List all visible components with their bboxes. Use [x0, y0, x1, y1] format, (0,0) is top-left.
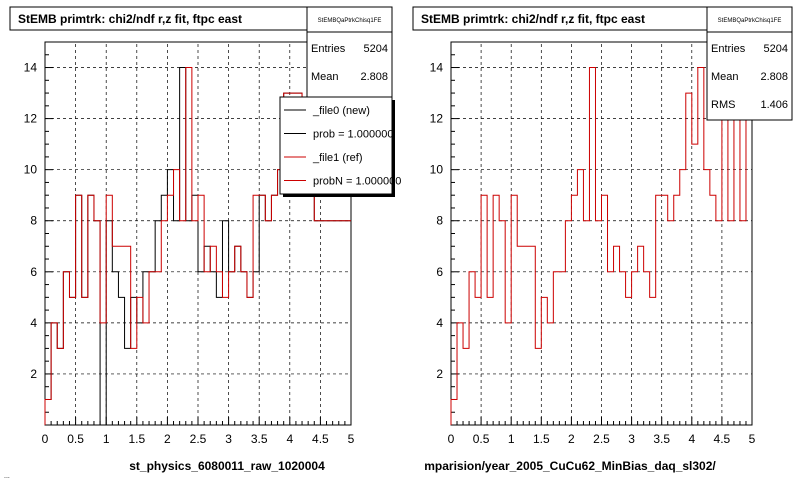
x-tick-label: 4 — [688, 432, 695, 446]
y-tick-label: 14 — [24, 61, 38, 75]
legend-entry: prob = 1.000000 — [313, 129, 393, 141]
histogram-series-file1-ref — [450, 67, 752, 425]
x-tick-label: 0.5 — [67, 432, 84, 446]
x-tick-label: 5 — [348, 432, 355, 446]
legend-entry: _file1 (ref) — [312, 152, 363, 164]
y-tick-label: 10 — [24, 163, 38, 177]
x-tick-label: 5 — [749, 432, 756, 446]
stats-label: Mean — [311, 71, 339, 83]
stats-label: Entries — [711, 43, 746, 55]
x-tick-label: 4 — [286, 432, 293, 446]
y-tick-label: 12 — [430, 112, 444, 126]
y-tick-label: 4 — [30, 316, 37, 330]
chart-title: StEMB primtrk: chi2/ndf r,z fit, ftpc ea… — [421, 12, 645, 26]
footer-text: ... — [4, 473, 10, 480]
stats-value: 2.808 — [360, 71, 388, 83]
x-tick-label: 1.5 — [128, 432, 145, 446]
x-tick-label: 0 — [42, 432, 49, 446]
stats-box-name: StEMBQaPtrkChisq1FE — [318, 18, 382, 24]
stats-box — [706, 6, 793, 121]
chart-panel-2: 0 0.5 1 1.5 2 2.5 3 3.5 4 4.5 5 2 4 6 8 10 12 14 StEMB pri… — [412, 6, 793, 473]
x-tick-label: 3.5 — [251, 432, 268, 446]
x-tick-label: 1 — [103, 432, 110, 446]
y-tick-label: 6 — [436, 265, 443, 279]
y-tick-label: 8 — [436, 214, 443, 228]
chart-title: StEMB primtrk: chi2/ndf r,z fit, ftpc ea… — [18, 12, 242, 26]
x-tick-label: 0 — [448, 432, 455, 446]
stats-label: Entries — [311, 43, 346, 55]
x-axis-label: st_physics_6080011_raw_1020004 — [129, 459, 325, 473]
stats-value: 1.406 — [760, 99, 788, 111]
y-tick-label: 2 — [436, 367, 443, 381]
x-axis-label: mparision/year_2005_CuCu62_MinBias_daq_s… — [424, 459, 716, 473]
x-tick-label: 2 — [164, 432, 171, 446]
chart-panel-1: 0 0.5 1 1.5 2 2.5 3 3.5 4 4.5 5 2 4 6 8 10 12 14 StEMB pri… — [9, 6, 401, 473]
stats-value: 5204 — [764, 43, 788, 55]
y-tick-label: 12 — [24, 112, 38, 126]
stats-value: 5204 — [364, 43, 388, 55]
y-tick-label: 6 — [30, 265, 37, 279]
x-tick-label: 3 — [225, 432, 232, 446]
legend-box — [279, 96, 393, 195]
x-tick-label: 2.5 — [593, 432, 610, 446]
x-tick-label: 1 — [508, 432, 515, 446]
x-tick-label: 0.5 — [473, 432, 490, 446]
x-tick-label: 1.5 — [533, 432, 550, 446]
stats-label: Mean — [711, 71, 739, 83]
x-tick-label: 2.5 — [190, 432, 207, 446]
x-tick-label: 4.5 — [714, 432, 731, 446]
x-tick-label: 4.5 — [312, 432, 329, 446]
stats-label: RMS — [711, 99, 735, 111]
x-tick-label: 3 — [628, 432, 635, 446]
stats-box-name: StEMBQaPtrkChisq1FE — [718, 18, 782, 24]
y-tick-label: 14 — [430, 61, 444, 75]
y-tick-label: 10 — [430, 163, 444, 177]
stats-value: 2.808 — [760, 71, 788, 83]
legend-entry: probN = 1.000000 — [313, 176, 401, 188]
x-tick-label: 2 — [568, 432, 575, 446]
y-tick-label: 4 — [436, 316, 443, 330]
y-tick-label: 8 — [30, 214, 37, 228]
x-tick-label: 3.5 — [653, 432, 670, 446]
legend-entry: _file0 (new) — [312, 105, 370, 117]
y-tick-label: 2 — [30, 367, 37, 381]
